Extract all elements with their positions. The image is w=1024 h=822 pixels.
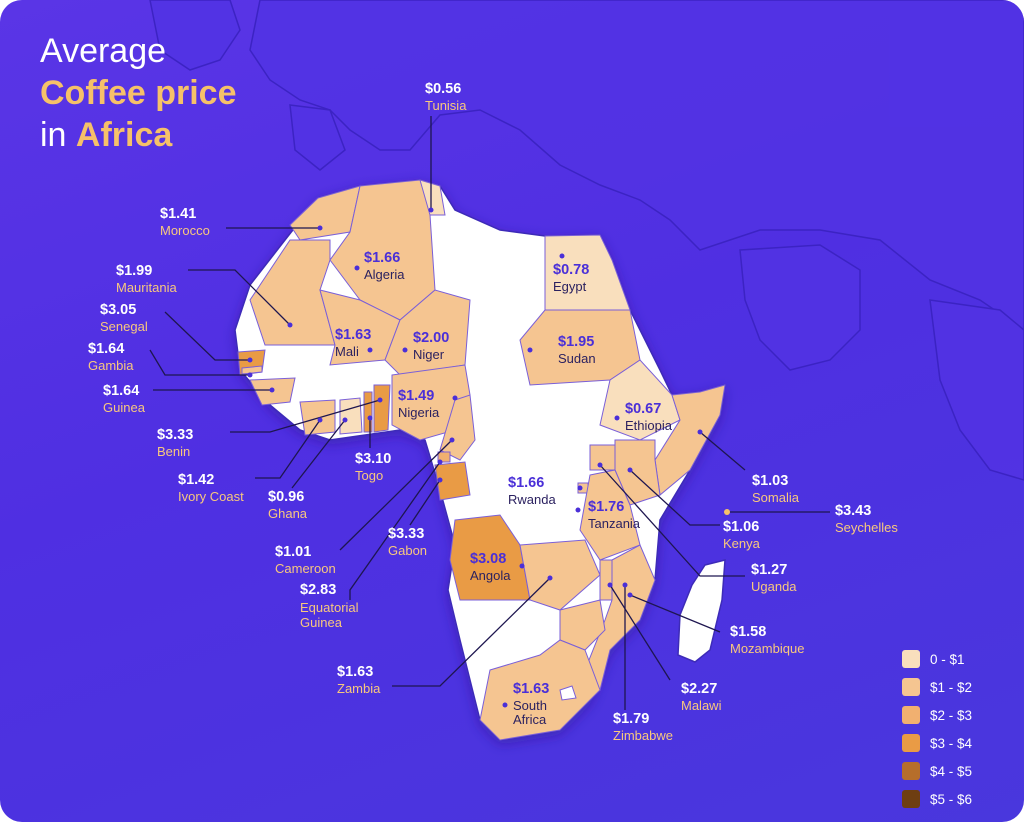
madagascar	[677, 559, 726, 663]
label-zambia: $1.63 Zambia	[337, 664, 381, 696]
leader-gambia	[149, 349, 250, 376]
map-title: Average Coffee price in Africa	[40, 30, 237, 156]
legend-swatch	[902, 734, 920, 752]
leader-gabon	[409, 479, 441, 526]
legend-swatch	[902, 790, 920, 808]
country-gabon	[434, 461, 471, 501]
legend-item: $3 - $4	[902, 729, 972, 757]
label-benin: $3.33 Benin	[157, 427, 194, 459]
title-line-2: Coffee price	[40, 74, 237, 112]
label-zimbabwe: $1.79 Zimbabwe	[613, 711, 673, 743]
label-malawi: $2.27 Malawi	[681, 681, 722, 713]
country-morocco	[289, 185, 361, 241]
label-sudan: $1.95 Sudan	[558, 334, 596, 366]
label-cameroon: $1.01 Cameroon	[275, 544, 336, 576]
other-landmass	[149, 0, 1024, 481]
marker-dots	[247, 207, 730, 708]
leader-ghana	[291, 419, 346, 489]
country-tunisia	[419, 179, 446, 216]
country-south-africa	[479, 639, 601, 741]
country-zimbabwe	[559, 599, 606, 651]
label-gabon: $3.33 Gabon	[388, 526, 428, 558]
label-seychelles: $3.43 Seychelles	[835, 503, 898, 535]
label-south-africa: $1.63 South Africa	[513, 681, 550, 728]
legend-item: $5 - $6	[902, 785, 972, 813]
country-malawi	[599, 559, 613, 601]
legend-swatch	[902, 678, 920, 696]
legend-item: $2 - $3	[902, 701, 972, 729]
leader-equatorial-guinea	[349, 461, 441, 600]
legend-item: 0 - $1	[902, 645, 972, 673]
country-ghana	[339, 397, 363, 435]
label-tanzania: $1.76 Tanzania	[588, 499, 641, 531]
label-equatorial-guinea: $2.83 Equatorial Guinea	[300, 582, 359, 631]
leader-ivory-coast	[255, 419, 321, 479]
leader-mozambique	[629, 594, 721, 633]
label-angola: $3.08 Angola	[470, 551, 511, 583]
country-uganda	[589, 444, 616, 471]
title-line-3: in Africa	[40, 116, 173, 154]
legend-swatch	[902, 650, 920, 668]
legend-item: $1 - $2	[902, 673, 972, 701]
label-mali: $1.63 Mali	[335, 327, 372, 359]
country-somalia	[654, 384, 726, 496]
country-equatorial-guinea	[437, 451, 451, 463]
country-lesotho	[559, 685, 577, 701]
legend-swatch	[902, 762, 920, 780]
label-gambia: $1.64 Gambia	[88, 341, 134, 373]
leader-cameroon	[339, 439, 453, 551]
country-benin	[373, 384, 391, 433]
leader-zambia	[392, 577, 551, 687]
country-ivory-coast	[299, 399, 336, 436]
label-uganda: $1.27 Uganda	[751, 562, 797, 594]
country-egypt	[544, 234, 631, 311]
leader-benin	[230, 399, 381, 433]
label-togo: $3.10 Togo	[355, 451, 392, 483]
leader-somalia	[699, 431, 746, 471]
label-senegal: $3.05 Senegal	[100, 302, 148, 334]
leader-mauritania	[188, 269, 291, 326]
leader-uganda	[599, 464, 745, 577]
country-gambia	[241, 365, 263, 375]
legend: 0 - $1 $1 - $2 $2 - $3 $3 - $4 $4 - $5 $…	[902, 645, 972, 813]
label-mozambique: $1.58 Mozambique	[730, 624, 805, 656]
label-niger: $2.00 Niger	[413, 330, 450, 362]
label-ivory-coast: $1.42 Ivory Coast	[178, 472, 244, 504]
title-line-1: Average	[40, 32, 167, 70]
label-morocco: $1.41 Morocco	[160, 206, 210, 238]
country-mozambique	[584, 544, 656, 692]
leader-senegal	[164, 311, 250, 361]
label-egypt: $0.78 Egypt	[553, 262, 590, 294]
label-rwanda: $1.66 Rwanda	[508, 475, 556, 507]
label-ghana: $0.96 Ghana	[268, 489, 308, 521]
legend-item: $4 - $5	[902, 757, 972, 785]
leader-kenya	[629, 469, 720, 526]
label-kenya: $1.06 Kenya	[723, 519, 760, 551]
label-nigeria: $1.49 Nigeria	[398, 388, 440, 420]
country-shapes	[237, 179, 726, 741]
label-algeria: $1.66 Algeria	[364, 250, 405, 282]
label-mauritania: $1.99 Mauritania	[116, 263, 177, 295]
label-guinea: $1.64 Guinea	[103, 383, 145, 415]
label-tunisia: $0.56 Tunisia	[425, 81, 467, 113]
country-togo	[363, 391, 373, 433]
label-ethiopia: $0.67 Ethiopia	[625, 401, 672, 433]
country-zambia	[519, 539, 601, 611]
legend-swatch	[902, 706, 920, 724]
label-somalia: $1.03 Somalia	[752, 473, 799, 505]
leader-lines	[149, 116, 830, 710]
leader-malawi	[609, 584, 671, 681]
